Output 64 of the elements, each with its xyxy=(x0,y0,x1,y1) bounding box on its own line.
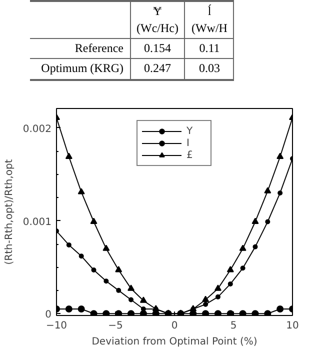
point xyxy=(78,188,85,194)
text: 0.154 xyxy=(130,38,185,59)
y-axis-title: (Rth-Rth,opt)/Rth,opt xyxy=(4,159,15,265)
point xyxy=(239,244,246,251)
text: Optimum (KRG) xyxy=(30,58,130,80)
point xyxy=(214,310,222,316)
point xyxy=(102,310,110,316)
point xyxy=(264,310,272,316)
point xyxy=(202,296,210,302)
point xyxy=(252,244,258,250)
text: 0.03 xyxy=(184,58,234,80)
point xyxy=(252,218,259,224)
point xyxy=(226,266,234,272)
point xyxy=(65,306,72,312)
point xyxy=(214,284,222,291)
text: Ɏ xyxy=(153,4,162,18)
x-tick-label: −10 xyxy=(46,320,68,332)
point xyxy=(116,288,122,293)
text: ĺ xyxy=(208,4,212,18)
point xyxy=(203,302,208,307)
y-tick-label: 0.001 xyxy=(22,216,52,228)
point xyxy=(115,310,122,316)
text: (Wc/Hc) xyxy=(136,21,178,36)
point xyxy=(128,310,135,316)
text: Reference xyxy=(30,38,130,59)
x-axis-title: Deviation from Optimal Point (%) xyxy=(92,336,258,348)
point xyxy=(276,152,284,159)
point xyxy=(128,297,134,302)
point xyxy=(140,296,147,303)
point xyxy=(78,306,85,312)
point xyxy=(276,306,284,312)
point xyxy=(140,310,147,316)
x-tick-label: 0 xyxy=(171,320,178,332)
x-tick-label: −5 xyxy=(108,320,123,332)
point xyxy=(264,187,272,194)
text: 0.247 xyxy=(130,58,185,80)
text: (Ww/H xyxy=(191,21,228,36)
point xyxy=(252,310,259,316)
legend-label: Υ xyxy=(186,125,194,137)
point xyxy=(226,310,234,316)
x-tick-label: 10 xyxy=(286,320,299,332)
point xyxy=(239,310,246,316)
point xyxy=(65,152,72,159)
point xyxy=(278,190,283,196)
x-tick-label: 5 xyxy=(230,320,237,332)
point xyxy=(78,254,84,259)
legend-label: Ι xyxy=(186,137,190,149)
point xyxy=(102,244,110,251)
point xyxy=(115,266,122,272)
y-tick-label: 0.002 xyxy=(22,124,52,135)
point xyxy=(128,284,135,291)
point xyxy=(228,281,233,286)
point xyxy=(90,310,98,316)
point xyxy=(90,218,98,224)
point xyxy=(240,266,246,271)
point xyxy=(215,294,220,300)
point xyxy=(66,242,72,248)
point xyxy=(91,268,96,273)
point xyxy=(202,310,210,316)
point xyxy=(104,278,109,284)
point xyxy=(265,219,270,224)
y-tick-label: 0 xyxy=(45,310,52,321)
text: 0.11 xyxy=(184,38,234,59)
legend-label: £ xyxy=(186,149,194,161)
